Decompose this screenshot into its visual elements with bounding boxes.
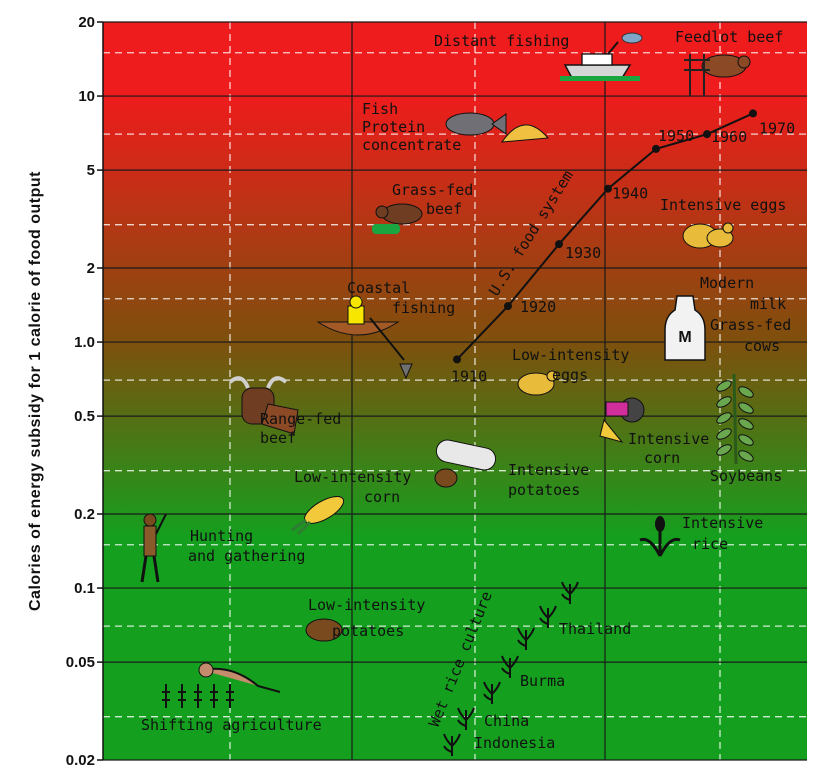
annotation-intensive-potatoes: potatoes bbox=[508, 481, 580, 499]
annotation-intensive-rice: rice bbox=[692, 535, 728, 553]
annotation-low-intensity-eggs: eggs bbox=[552, 366, 588, 384]
annotation-intensive-corn: corn bbox=[644, 449, 680, 467]
rice-plant-icon bbox=[639, 516, 681, 557]
potato-icon bbox=[305, 618, 343, 642]
cow-icon bbox=[684, 54, 751, 96]
year-label-1930: 1930 bbox=[565, 244, 601, 262]
chicken-icon bbox=[682, 222, 734, 249]
annotation-china: China bbox=[484, 712, 529, 730]
rice-sprout-icon bbox=[539, 605, 557, 628]
annotation-indonesia: Indonesia bbox=[474, 734, 555, 752]
rice-sprout-icon bbox=[517, 627, 535, 650]
data-point-1950 bbox=[652, 144, 660, 153]
rice-sprout-icon bbox=[483, 681, 501, 704]
cow-icon bbox=[372, 203, 423, 234]
annotation-modern-milk: cows bbox=[744, 337, 780, 355]
plot-background bbox=[103, 22, 807, 760]
rice-sprout-icon bbox=[457, 707, 475, 730]
annotation-shifting-agriculture: Shifting agriculture bbox=[141, 716, 322, 734]
annotation-intensive-eggs: Intensive eggs bbox=[660, 196, 786, 214]
y-tick-label: 0.5 bbox=[74, 408, 95, 425]
rice-sprout-icon bbox=[443, 733, 461, 756]
annotation-modern-milk: milk bbox=[750, 295, 786, 313]
annotation-coastal-fishing: fishing bbox=[392, 299, 455, 317]
milk-bottle-letter: M bbox=[678, 329, 691, 346]
annotation-fish-protein: concentrate bbox=[362, 136, 461, 154]
rowboat-icon bbox=[316, 295, 413, 380]
y-tick-label: 0.2 bbox=[74, 506, 95, 523]
year-label-1910: 1910 bbox=[451, 367, 487, 385]
annotation-soybeans: Soybeans bbox=[710, 467, 782, 485]
annotation-intensive-corn: Intensive bbox=[628, 430, 709, 448]
annotation-grass-fed-beef: Grass-fed bbox=[392, 181, 473, 199]
year-label-1950: 1950 bbox=[658, 127, 694, 145]
y-tick-label: 1.0 bbox=[74, 334, 95, 351]
fishing-boat-icon bbox=[560, 32, 643, 81]
y-tick-label: 5 bbox=[87, 162, 95, 179]
data-point-1910 bbox=[453, 355, 461, 364]
annotation-low-intensity-corn: corn bbox=[364, 488, 400, 506]
annotation-modern-milk: Modern bbox=[700, 274, 754, 292]
rice-sprout-icon bbox=[561, 581, 579, 604]
y-tick-label: 2 bbox=[87, 260, 95, 277]
data-point-1970 bbox=[749, 109, 757, 118]
steer-icon bbox=[228, 376, 299, 435]
pictograms: M bbox=[140, 32, 754, 756]
annotation-thailand: Thailand bbox=[559, 620, 631, 638]
annotation-modern-milk: Grass-fed bbox=[710, 316, 791, 334]
rice-sprout-icon bbox=[501, 655, 519, 678]
year-label-1920: 1920 bbox=[520, 298, 556, 316]
hunter-icon bbox=[140, 513, 167, 583]
annotation-grass-fed-beef: beef bbox=[426, 200, 462, 218]
farmer-icon bbox=[162, 662, 281, 708]
fish-icon bbox=[445, 112, 550, 143]
data-point-1930 bbox=[555, 240, 563, 249]
year-label-1960: 1960 bbox=[711, 128, 747, 146]
y-axis: 0.02 0.05 0.1 0.2 0.5 1.0 2 5 10 20 bbox=[66, 14, 104, 769]
annotation-low-intensity-eggs: Low-intensity bbox=[512, 346, 629, 364]
soybean-plant-icon bbox=[716, 373, 754, 465]
annotation-range-fed-beef: Range-fed bbox=[260, 410, 341, 428]
data-point-1940 bbox=[604, 184, 612, 193]
y-tick-label: 0.02 bbox=[66, 752, 95, 769]
annotation-hunting-gathering: Hunting bbox=[190, 527, 253, 545]
annotation-low-intensity-potatoes: potatoes bbox=[332, 622, 404, 640]
annotation-intensive-potatoes: Intensive bbox=[508, 461, 589, 479]
y-tick-label: 0.1 bbox=[74, 580, 95, 597]
annotation-range-fed-beef: beef bbox=[260, 429, 296, 447]
data-point-1960 bbox=[703, 130, 711, 139]
annotation-low-intensity-corn: Low-intensity bbox=[294, 468, 411, 486]
annotation-intensive-rice: Intensive bbox=[682, 514, 763, 532]
annotation-distant-fishing: Distant fishing bbox=[434, 32, 569, 50]
annotation-coastal-fishing: Coastal bbox=[347, 279, 410, 297]
annotation-fish-protein: Protein bbox=[362, 118, 425, 136]
tractor-icon bbox=[599, 397, 645, 443]
year-label-1970: 1970 bbox=[759, 119, 795, 137]
y-tick-label: 0.05 bbox=[66, 654, 95, 671]
milk-bottle-icon: M bbox=[664, 295, 706, 361]
annotation-burma: Burma bbox=[520, 672, 565, 690]
y-tick-label: 20 bbox=[78, 14, 95, 31]
corn-icon bbox=[291, 496, 345, 536]
annotation-low-intensity-potatoes: Low-intensity bbox=[308, 596, 425, 614]
annotation-feedlot-beef: Feedlot beef bbox=[675, 28, 783, 46]
data-point-1920 bbox=[504, 302, 512, 311]
annotation-hunting-gathering: and gathering bbox=[188, 547, 305, 565]
y-axis-label: Calories of energy subsidy for 1 calorie… bbox=[27, 171, 44, 611]
year-label-1940: 1940 bbox=[612, 185, 648, 203]
y-tick-label: 10 bbox=[78, 88, 95, 105]
potato-icon bbox=[434, 439, 497, 488]
chicken-icon bbox=[517, 370, 558, 396]
us-food-system-series: 1910 1920 1930 1940 1950 1960 1970 bbox=[451, 109, 795, 385]
annotation-fish-protein: Fish bbox=[362, 100, 398, 118]
